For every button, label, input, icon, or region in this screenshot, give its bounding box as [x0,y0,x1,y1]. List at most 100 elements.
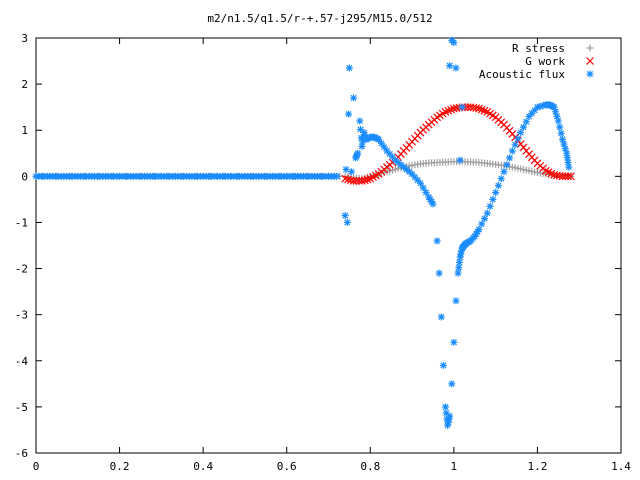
y-tick-label: -3 [15,309,28,322]
legend-marker [586,44,594,52]
x-tick-label: 1.2 [527,460,547,473]
data-point [397,150,405,158]
data-point [213,172,221,180]
data-point [566,172,575,181]
data-point [405,168,413,176]
data-point [520,123,527,131]
data-point [422,188,430,196]
data-point [360,176,369,185]
data-point [344,175,352,184]
y-tick-label: -4 [15,355,29,368]
data-point [469,103,478,112]
data-point [486,202,494,210]
data-point [238,172,246,180]
data-point [347,168,355,176]
data-point [442,409,450,417]
data-point [450,39,458,47]
data-point [446,62,454,70]
legend-label: G work [525,55,565,68]
data-point [455,264,463,272]
data-point [559,135,566,143]
data-point [438,109,447,118]
legend-label: R stress [512,42,565,55]
data-point [561,145,569,153]
y-tick-label: -2 [15,263,28,276]
data-point [357,125,365,133]
data-point [138,172,146,180]
data-point [437,313,445,321]
data-point [455,258,463,266]
data-point [71,172,79,180]
data-point [458,103,466,111]
data-point [363,175,372,184]
y-tick-label: -5 [15,401,28,414]
data-point [553,171,561,180]
data-point [488,111,497,120]
data-point [358,142,366,150]
y-tick-label: 3 [21,32,28,45]
data-point [503,161,511,169]
data-point [428,198,436,206]
data-point [414,176,422,184]
data-point [522,146,531,155]
data-point [506,154,514,162]
data-point [188,172,196,180]
data-point [341,174,350,183]
data-point [494,182,502,190]
data-point [448,380,456,388]
data-point [514,164,522,172]
data-point [345,64,353,72]
x-tick-label: 1 [451,460,458,473]
data-point [380,165,389,174]
data-point [358,177,366,185]
data-point [96,172,104,180]
data-point [557,129,565,137]
data-point [531,168,539,176]
data-point [330,172,338,180]
data-point [505,126,514,135]
data-point [547,169,556,178]
data-point [489,195,497,203]
data-point [452,297,460,305]
data-point [356,117,364,125]
data-point [433,237,441,245]
data-point [497,175,505,183]
data-point [492,188,500,196]
data-point [549,102,557,110]
data-point [377,139,385,147]
series-layer [32,36,575,429]
data-point [397,161,405,169]
data-point [514,135,522,143]
data-point [345,110,353,118]
data-point [322,172,330,180]
y-axis: 3 2 1 0 -1 -2 -3 -4 -5 -6 [15,32,621,460]
data-point [561,172,570,181]
data-point [439,361,447,369]
plot-frame [35,37,622,454]
data-point [539,102,547,110]
data-point [565,163,573,171]
data-point [430,115,439,124]
legend-label: Acoustic flux [479,68,565,81]
data-point [531,106,539,114]
data-point [480,106,489,115]
data-point [500,168,508,176]
data-point [563,154,571,162]
data-point [478,220,486,228]
x-axis: 0 0.2 0.4 0.6 0.8 1 1.2 1.4 [33,38,631,473]
data-point [556,123,564,131]
data-point [564,172,572,181]
x-tick-label: 0.8 [360,460,380,473]
data-point [452,104,461,113]
data-point [452,64,460,72]
data-point [435,269,443,277]
data-point [350,94,358,102]
data-point [456,156,464,164]
y-tick-label: 2 [21,78,28,91]
data-point [171,172,179,180]
y-tick-label: -1 [15,216,28,229]
data-point [353,151,361,159]
data-point [511,141,519,149]
